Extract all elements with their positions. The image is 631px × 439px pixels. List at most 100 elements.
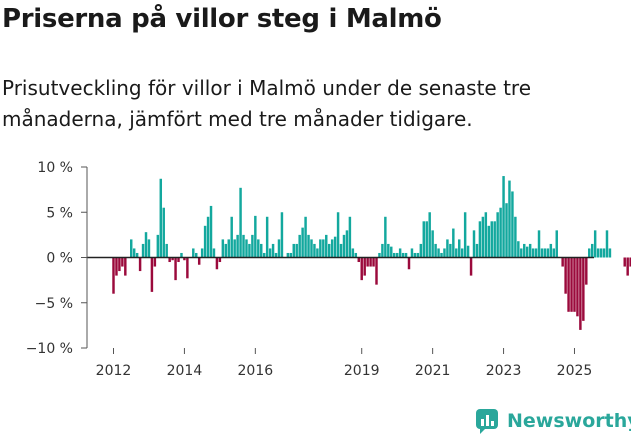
bar xyxy=(118,257,121,272)
bar xyxy=(375,257,378,285)
bar xyxy=(579,257,582,330)
bar xyxy=(458,239,461,258)
bar xyxy=(227,239,230,258)
bar xyxy=(274,252,278,258)
bar xyxy=(289,252,293,258)
bar xyxy=(265,216,269,258)
bar xyxy=(602,248,606,258)
bar xyxy=(277,239,281,258)
bar xyxy=(301,227,304,258)
bar xyxy=(469,257,473,276)
bar xyxy=(135,252,139,258)
bar xyxy=(254,215,257,258)
bar xyxy=(245,239,248,258)
bar xyxy=(496,212,499,258)
bar xyxy=(212,248,216,258)
bar xyxy=(248,243,251,258)
bar xyxy=(508,180,511,258)
bar xyxy=(348,216,352,258)
bar xyxy=(523,243,526,258)
bar xyxy=(150,257,154,292)
x-tick-label: 2012 xyxy=(96,363,132,379)
x-tick-label: 2025 xyxy=(557,363,593,379)
bar xyxy=(537,230,541,258)
bar xyxy=(490,221,493,258)
bar xyxy=(493,221,496,258)
bar xyxy=(561,257,564,267)
bar xyxy=(174,257,177,281)
bar xyxy=(596,248,600,258)
bar xyxy=(540,248,544,258)
bar xyxy=(552,248,556,258)
bar xyxy=(322,239,325,258)
bar xyxy=(449,243,452,258)
bar xyxy=(372,257,375,267)
bar xyxy=(257,239,260,258)
bar xyxy=(605,230,609,258)
y-tick-label: −5 % xyxy=(35,296,73,312)
bar xyxy=(357,257,360,263)
bar xyxy=(171,257,174,261)
bar xyxy=(460,248,464,258)
bar xyxy=(514,216,517,258)
bar xyxy=(360,257,363,281)
bar xyxy=(546,248,550,258)
bar xyxy=(455,248,458,258)
bar xyxy=(366,257,369,267)
bar xyxy=(505,203,508,258)
bar xyxy=(517,241,520,258)
bar xyxy=(567,257,570,312)
bar xyxy=(333,236,337,258)
bar xyxy=(437,248,440,258)
bar xyxy=(115,257,118,276)
bar xyxy=(582,257,585,321)
bar xyxy=(481,216,485,258)
bar xyxy=(608,248,612,258)
bar xyxy=(147,239,151,258)
bar xyxy=(339,243,343,258)
bar xyxy=(197,257,201,265)
bar xyxy=(576,257,579,317)
bar xyxy=(292,243,295,258)
bar xyxy=(428,212,431,258)
bar xyxy=(425,221,428,258)
bar xyxy=(398,248,402,258)
bar xyxy=(130,239,133,258)
bar xyxy=(543,248,547,258)
bar xyxy=(413,252,417,258)
bar xyxy=(384,216,387,258)
bar xyxy=(369,257,372,267)
bar xyxy=(327,243,331,258)
bar xyxy=(262,252,266,258)
y-tick-label: 5 % xyxy=(46,205,73,221)
bar xyxy=(186,257,189,279)
bar xyxy=(345,230,349,258)
x-tick-label: 2014 xyxy=(167,363,203,379)
bar xyxy=(401,252,405,258)
bar xyxy=(313,243,316,258)
bar xyxy=(218,257,222,263)
bar xyxy=(531,248,535,258)
bar xyxy=(623,257,626,267)
bar xyxy=(390,246,393,258)
bar xyxy=(599,248,603,258)
bar xyxy=(224,243,228,258)
bar xyxy=(230,216,233,258)
bar xyxy=(502,176,505,258)
bar xyxy=(310,239,313,258)
bar xyxy=(431,230,434,258)
bar xyxy=(165,243,168,258)
bar xyxy=(404,252,408,258)
bar xyxy=(251,234,254,258)
bar xyxy=(271,243,275,258)
bar xyxy=(354,252,358,258)
bar xyxy=(590,243,594,258)
chart-subtitle: Prisutveckling för villor i Malmö under … xyxy=(2,76,532,131)
x-tick-label: 2021 xyxy=(415,363,451,379)
bar xyxy=(378,252,381,258)
bar xyxy=(475,243,479,258)
bar xyxy=(304,216,307,258)
bar xyxy=(233,239,236,258)
x-tick-label: 2023 xyxy=(486,363,522,379)
bar xyxy=(555,230,558,258)
